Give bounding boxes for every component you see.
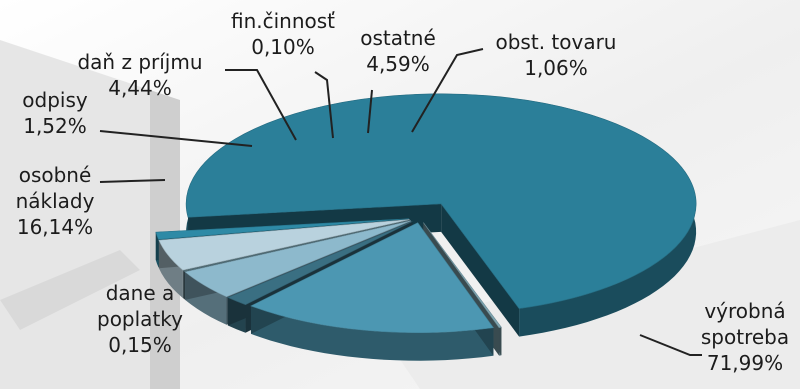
slice-odpisy (227, 221, 413, 306)
label-dane-a-poplatky: dane a poplatky 0,15% (97, 281, 183, 357)
slice-labels: výrobná spotreba 71,99% dane a poplatky 0,15%… (16, 9, 790, 375)
label-dane-a-poplatky-line-0: dane a (106, 281, 175, 305)
slice-edge-v-robn-spotreba-1 (441, 203, 520, 337)
slice-ostatn- (158, 219, 410, 271)
pie-slices (155, 93, 697, 361)
label-dane-a-poplatky-line-1: poplatky (97, 307, 183, 331)
leader-v-robn-spotreba (639, 334, 702, 356)
label-osobn-n-klady-line-0: osobné (19, 163, 92, 187)
leader-odpisy (99, 130, 253, 147)
slice-v-robn-spotreba (185, 93, 697, 309)
leader-osobn-n-klady (99, 179, 166, 183)
label-da-z-pr-jmu-line-1: 4,44% (108, 76, 172, 100)
label-v-robn-spotreba-line-0: výrobná (704, 299, 785, 323)
slice-osobn-n-klady (250, 222, 494, 333)
label-ostatn-: ostatné 4,59% (360, 26, 436, 76)
slice-side-osobn-n-klady (251, 305, 494, 361)
label-v-robn-spotreba-line-1: spotreba (701, 325, 789, 349)
leader-lines (99, 48, 702, 356)
label-fin-innos-: fin.činnosť 0,10% (231, 9, 335, 59)
label-obst-tovaru: obst. tovaru 1,06% (496, 30, 617, 80)
label-dane-a-poplatky-line-2: 0,15% (108, 333, 172, 357)
leader-da-z-pr-jmu (225, 69, 297, 141)
label-ostatn--line-0: ostatné (360, 26, 436, 50)
slice-da-z-pr-jmu (184, 220, 412, 298)
slice-obst-tovaru (155, 218, 409, 240)
label-osobn-n-klady-line-1: náklady (16, 189, 95, 213)
label-obst-tovaru-line-0: obst. tovaru (496, 30, 617, 54)
label-odpisy-line-1: 1,52% (23, 114, 87, 138)
label-odpisy: odpisy 1,52% (22, 88, 88, 138)
label-ostatn--line-1: 4,59% (366, 52, 430, 76)
label-v-robn-spotreba: výrobná spotreba 71,99% (701, 299, 789, 375)
label-v-robn-spotreba-line-2: 71,99% (707, 351, 783, 375)
leader-ostatn- (367, 89, 373, 134)
leader-fin-innos- (314, 71, 334, 139)
label-osobn-n-klady: osobné náklady 16,14% (16, 163, 95, 239)
label-fin-innos--line-0: fin.činnosť (231, 9, 335, 33)
leader-obst-tovaru (411, 48, 484, 133)
slice-fin-innos- (182, 219, 411, 272)
label-da-z-pr-jmu: daň z príjmu 4,44% (77, 50, 202, 100)
label-odpisy-line-0: odpisy (22, 88, 88, 112)
label-da-z-pr-jmu-line-0: daň z príjmu (77, 50, 202, 74)
label-fin-innos--line-1: 0,10% (251, 35, 315, 59)
label-obst-tovaru-line-1: 1,06% (524, 56, 588, 80)
slice-dane-a-poplatky (423, 222, 502, 328)
label-osobn-n-klady-line-2: 16,14% (17, 215, 93, 239)
